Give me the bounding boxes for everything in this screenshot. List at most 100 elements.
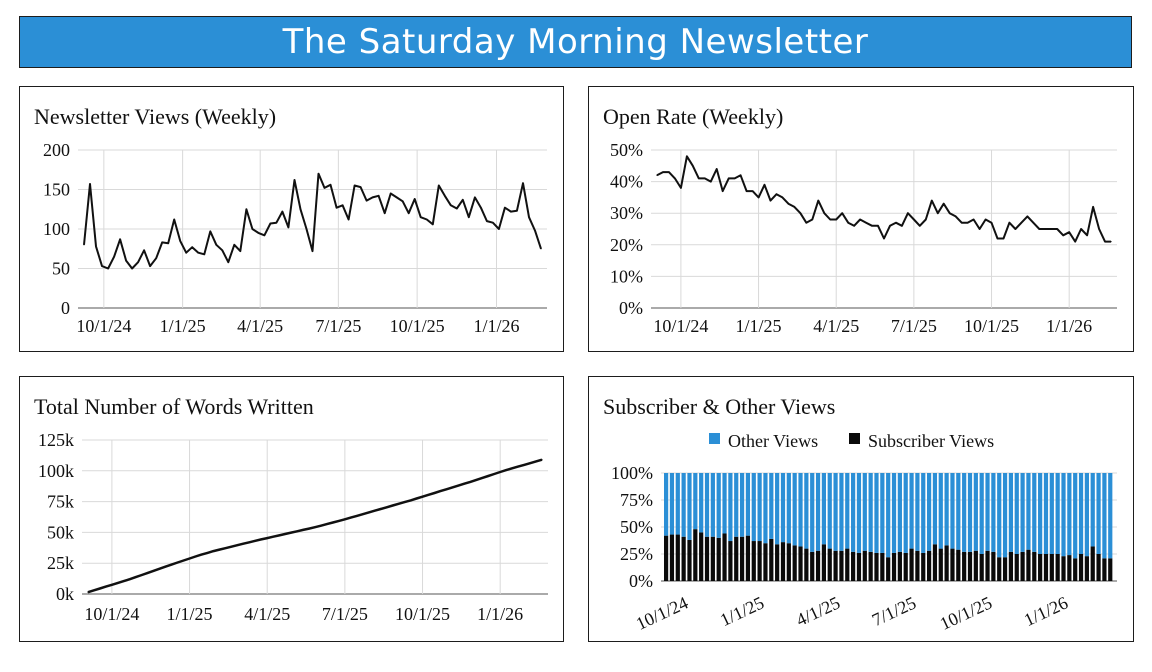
bar-subscriber-views [891, 552, 897, 581]
data-point [299, 208, 302, 210]
data-point [978, 228, 981, 230]
data-point [961, 222, 963, 224]
y-tick-label: 50% [620, 517, 653, 537]
data-point [323, 187, 326, 189]
bar-other-views [716, 473, 721, 538]
bar-subscriber-views [985, 550, 990, 581]
data-point [251, 228, 253, 230]
data-point [414, 198, 416, 200]
data-point [943, 203, 945, 205]
bar-other-views [874, 473, 879, 553]
data-point [177, 561, 179, 564]
bar-subscriber-views [769, 538, 774, 581]
chart-title: Open Rate (Weekly) [603, 104, 783, 129]
y-tick-label: 10% [610, 266, 643, 286]
bar-other-views [815, 473, 821, 551]
data-point [402, 200, 404, 202]
bar-subscriber-views [950, 548, 955, 581]
data-point [493, 473, 495, 475]
bar-subscriber-views [1014, 554, 1019, 581]
data-point [167, 242, 169, 244]
bar-subscriber-views [704, 536, 710, 581]
data-point [1062, 234, 1064, 236]
data-point [799, 212, 801, 214]
x-tick-label: 4/1/25 [813, 316, 859, 336]
bar-other-views [1108, 473, 1113, 559]
data-point [805, 222, 807, 224]
data-point [847, 222, 849, 224]
data-point [680, 187, 682, 189]
data-point [535, 460, 537, 463]
data-point [111, 584, 113, 586]
x-tick-label: 1/1/25 [160, 316, 206, 336]
data-point [372, 196, 374, 198]
bar-other-views [1084, 473, 1089, 557]
bar-other-views [745, 473, 751, 536]
bar-other-views [985, 473, 990, 551]
bar-other-views [1014, 473, 1019, 554]
bar-subscriber-views [1002, 557, 1008, 581]
bar-other-views [944, 473, 949, 546]
y-tick-label: 125k [38, 430, 74, 450]
data-point [374, 510, 376, 512]
bar-subscriber-views [815, 550, 821, 581]
data-point [1026, 215, 1028, 217]
y-tick-label: 0k [56, 584, 74, 604]
bar-subscriber-views [1073, 558, 1078, 581]
data-point [450, 204, 452, 206]
open-rate-chart-panel: Open Rate (Weekly) 0% 10% 20% 30% 40% 50% 10/1… [588, 86, 1134, 352]
data-point [728, 177, 730, 180]
bar-subscriber-views [886, 557, 891, 581]
data-point [95, 245, 97, 247]
data-point [390, 192, 392, 195]
bar-other-views [798, 473, 803, 547]
bar-other-views [967, 473, 973, 552]
bar-subscriber-views [1067, 555, 1072, 581]
bar-other-views [669, 473, 675, 535]
y-tick-label: 100k [38, 461, 74, 481]
data-point [504, 207, 506, 209]
data-point [236, 544, 238, 546]
bar-subscriber-views [903, 552, 908, 581]
y-tick-label: 75% [620, 490, 653, 510]
bar-subscriber-views [973, 550, 978, 581]
bar-subscriber-views [856, 552, 862, 581]
data-point [444, 195, 446, 197]
data-point [209, 230, 211, 232]
chart-title: Subscriber & Other Views [603, 394, 835, 419]
bar-other-views [1043, 473, 1049, 554]
data-point [117, 582, 119, 584]
bar-subscriber-views [675, 534, 680, 581]
bar-subscriber-views [997, 557, 1002, 581]
data-point [967, 222, 969, 224]
bar-other-views [675, 473, 680, 535]
bar-subscriber-views [798, 546, 803, 581]
bar-subscriber-views [827, 548, 832, 581]
data-point [119, 238, 121, 240]
data-point [1098, 228, 1100, 230]
data-point [347, 218, 350, 221]
bar-subscriber-views [710, 536, 715, 581]
data-point [296, 530, 298, 532]
data-point [350, 517, 352, 519]
bar-subscriber-views [880, 552, 885, 581]
data-point [248, 541, 250, 543]
data-point [353, 184, 356, 187]
open-rate-chart: Open Rate (Weekly) 0% 10% 20% 30% 40% 50% 10/1… [603, 104, 1117, 336]
data-point [451, 486, 453, 489]
data-point [522, 182, 524, 184]
data-point [973, 218, 975, 221]
x-tick-label: 10/1/25 [395, 604, 450, 624]
bar-other-views [722, 473, 727, 534]
data-point [475, 479, 477, 481]
bar-other-views [699, 473, 704, 533]
data-point [996, 237, 999, 240]
data-point [227, 261, 229, 263]
legend-swatch-subscriber-views [849, 433, 860, 444]
x-tick-label: 10/1/25 [937, 592, 995, 633]
data-point [257, 232, 259, 234]
bar-other-views [664, 473, 669, 536]
data-point [305, 228, 308, 230]
data-point [182, 559, 185, 562]
data-point [191, 246, 193, 248]
